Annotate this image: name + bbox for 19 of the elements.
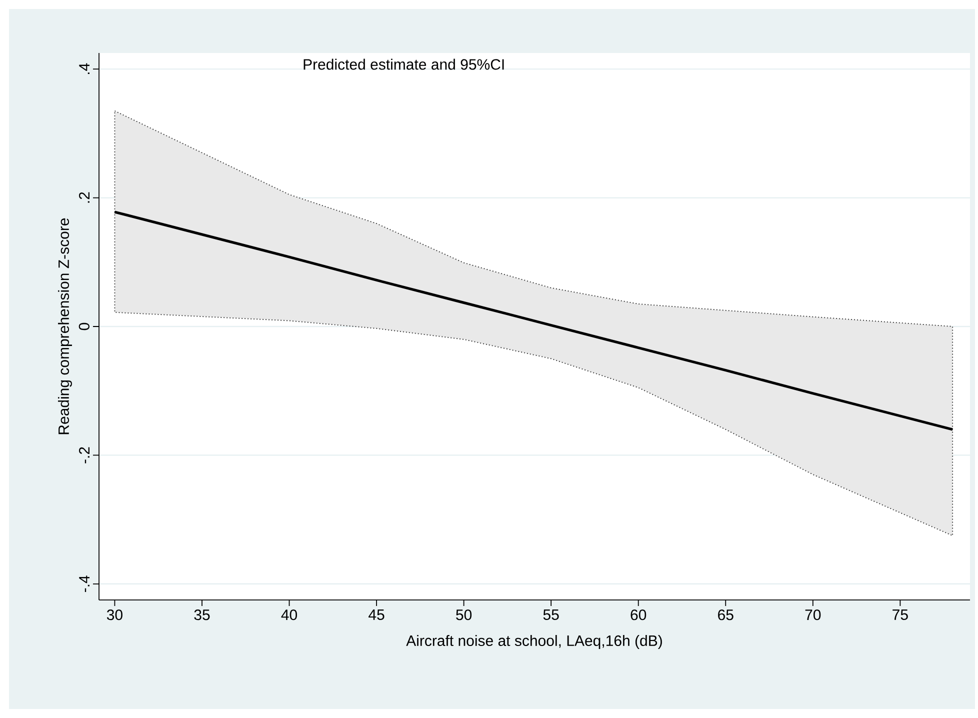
chart-title: Predicted estimate and 95%CI — [304, 58, 504, 70]
y-axis-title: Reading comprehension Z-score — [58, 218, 72, 434]
x-tick-label: 45 — [368, 610, 384, 620]
x-tick-label: 35 — [194, 610, 210, 620]
x-axis-title: Aircraft noise at school, LAeq,16h (dB) — [406, 635, 662, 649]
y-tick-label: -.2 — [79, 447, 90, 464]
y-tick-label: .4 — [79, 63, 90, 74]
x-tick-label: 55 — [543, 610, 559, 620]
y-tick-label: -.4 — [79, 576, 90, 592]
x-tick-label: 40 — [281, 610, 298, 620]
x-tick-label: 75 — [892, 610, 908, 620]
line-series — [113, 210, 954, 431]
x-tick-label: 30 — [106, 610, 122, 620]
x-tick-label: 65 — [718, 610, 734, 620]
x-tick-label: 70 — [805, 610, 821, 620]
y-tick-label: 0 — [78, 322, 90, 330]
y-tick-label: .2 — [79, 192, 90, 203]
x-tick-label: 60 — [630, 610, 646, 620]
x-tick-label: 50 — [456, 610, 472, 620]
